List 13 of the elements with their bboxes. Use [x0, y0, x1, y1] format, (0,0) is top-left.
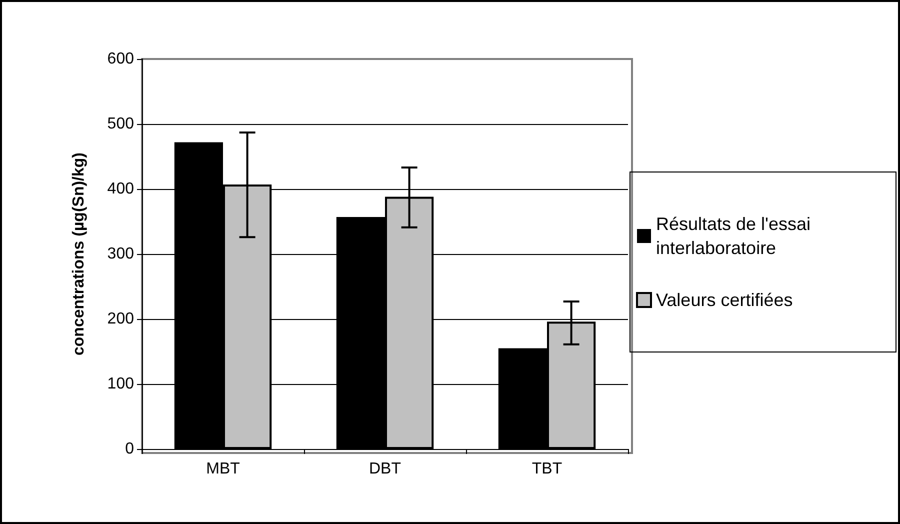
legend-label: Valeurs certifiées — [656, 290, 793, 310]
y-tick-label: 200 — [107, 310, 134, 328]
y-tick-label: 400 — [107, 180, 134, 198]
y-tick-label: 0 — [125, 440, 134, 458]
y-axis-title: concentrations (µg(Sn)/kg) — [70, 152, 88, 356]
x-tick-label: DBT — [369, 460, 402, 478]
y-tick-label: 500 — [107, 116, 134, 132]
y-tick-label: 100 — [107, 376, 134, 392]
x-tick-label: MBT — [206, 460, 240, 478]
x-tick-label: TBT — [532, 460, 562, 478]
y-tick-label: 300 — [107, 246, 134, 262]
legend-label: Résultats de l'essai interlaboratoire — [656, 214, 816, 258]
y-tick-label: 600 — [107, 50, 134, 68]
